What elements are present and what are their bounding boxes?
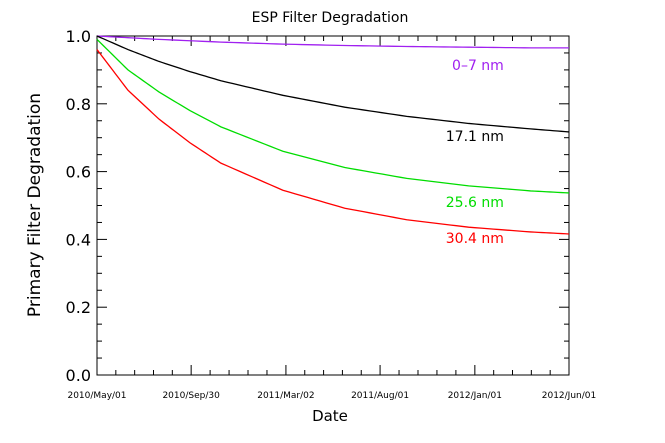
x-tick-labels: 2010/May/01 2010/Sep/30 2011/Mar/02 2011/Au… (67, 391, 596, 401)
x-tick-label: 2011/Mar/02 (257, 391, 314, 401)
series-line-25-6-nm (96, 38, 570, 194)
y-tick-label: 0.4 (66, 230, 91, 249)
chart-title: ESP Filter Degradation (252, 10, 409, 26)
x-tick-label: 2011/Aug/01 (351, 391, 409, 401)
series-label-25-6-nm: 25.6 nm (446, 195, 504, 211)
series-lines (96, 35, 570, 235)
y-tick-labels: 0.0 0.2 0.4 0.6 0.8 1.0 (66, 27, 91, 385)
x-tick-label: 2010/Sep/30 (162, 391, 220, 401)
x-tick-label: 2012/Jan/01 (448, 391, 502, 401)
x-tick-label: 2010/May/01 (67, 391, 126, 401)
series-label-30-4-nm: 30.4 nm (446, 231, 504, 247)
axis-ticks (96, 35, 570, 376)
series-line-0-7-nm (96, 35, 569, 49)
series-line-30-4-nm (96, 49, 570, 235)
y-tick-label: 0.6 (66, 163, 91, 182)
series-labels: 0–7 nm 17.1 nm 25.6 nm 30.4 nm (446, 58, 504, 247)
x-axis-label: Date (312, 407, 348, 425)
x-tick-label: 2012/Jun/01 (542, 391, 596, 401)
y-tick-label: 1.0 (66, 27, 91, 46)
series-label-17-1-nm: 17.1 nm (446, 129, 504, 145)
series-line-17-1-nm (96, 35, 570, 133)
series-label-0-7-nm: 0–7 nm (452, 58, 504, 74)
y-tick-label: 0.8 (66, 95, 91, 114)
y-tick-label: 0.0 (66, 366, 91, 385)
y-axis-label: Primary Filter Degradation (25, 93, 45, 317)
y-tick-label: 0.2 (66, 298, 91, 317)
